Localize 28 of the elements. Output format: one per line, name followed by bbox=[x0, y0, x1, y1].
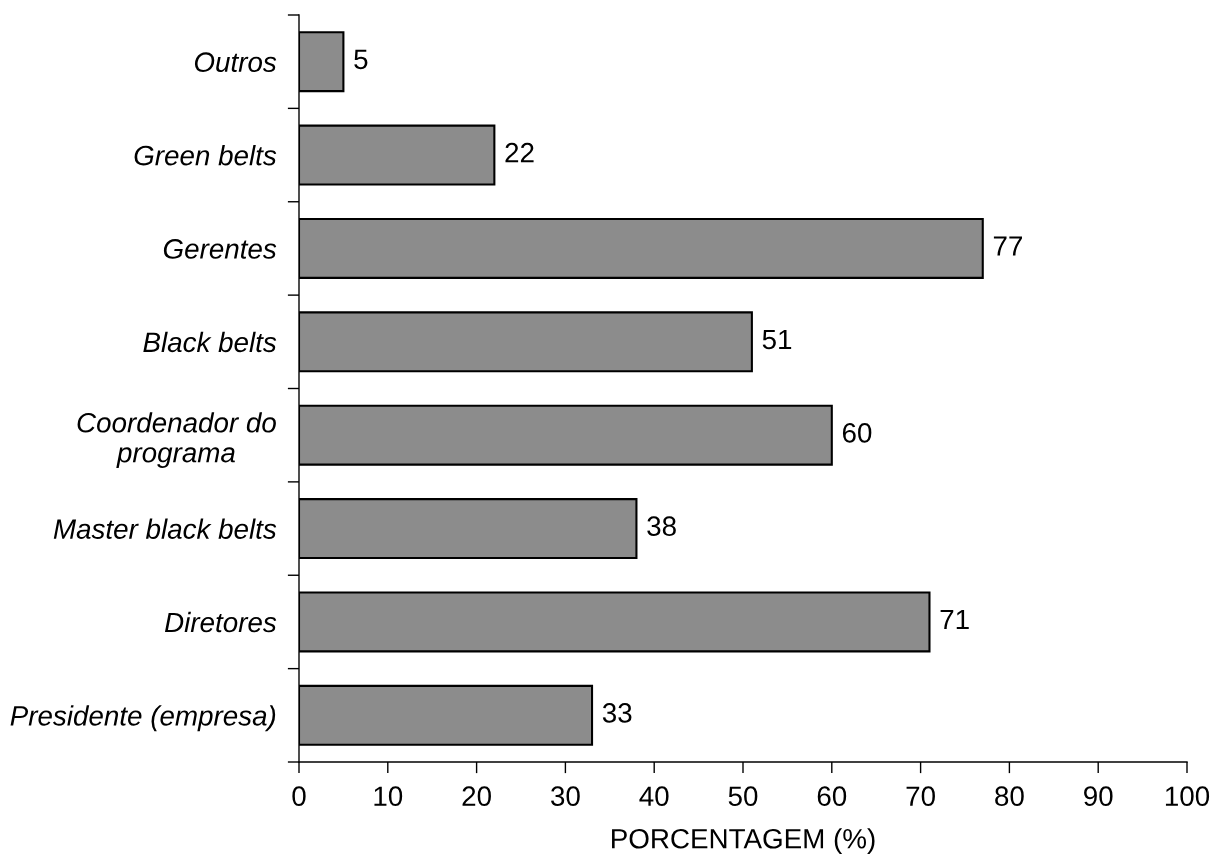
x-tick-label: 40 bbox=[639, 786, 669, 807]
x-tick-label: 20 bbox=[462, 786, 491, 807]
x-axis-title: PORCENTAGEM (%) bbox=[612, 828, 875, 855]
y-tick-label: Master black belts bbox=[53, 518, 277, 539]
data-label: 22 bbox=[505, 142, 534, 163]
y-tick-label: Black belts bbox=[143, 331, 277, 353]
x-tick-label: 0 bbox=[292, 786, 306, 807]
x-tick-label: 80 bbox=[995, 786, 1024, 807]
x-tick-label: 30 bbox=[551, 786, 580, 807]
x-tick-label: 90 bbox=[1084, 786, 1113, 807]
data-label: 71 bbox=[940, 610, 969, 630]
x-tick-label: 70 bbox=[906, 786, 935, 807]
y-tick-label: Green belts bbox=[134, 145, 277, 166]
y-tick-label: Outros bbox=[194, 52, 277, 73]
x-tick-label: 50 bbox=[728, 786, 758, 807]
data-label: 38 bbox=[647, 516, 676, 537]
data-label: 51 bbox=[762, 329, 792, 350]
y-tick-label: Gerentes bbox=[163, 239, 277, 259]
x-tick-label: 60 bbox=[817, 786, 847, 807]
x-tick-label: 100 bbox=[1165, 786, 1210, 807]
data-label: 60 bbox=[842, 422, 872, 443]
y-tick-label: Coordenador do programa bbox=[77, 412, 276, 468]
data-label: 77 bbox=[993, 236, 1022, 256]
y-tick-label: Presidente (empresa) bbox=[10, 705, 276, 732]
data-label: 5 bbox=[354, 49, 368, 70]
y-tick-label: Diretores bbox=[164, 611, 277, 633]
x-tick-label: 10 bbox=[374, 786, 403, 807]
data-label: 33 bbox=[602, 703, 632, 723]
